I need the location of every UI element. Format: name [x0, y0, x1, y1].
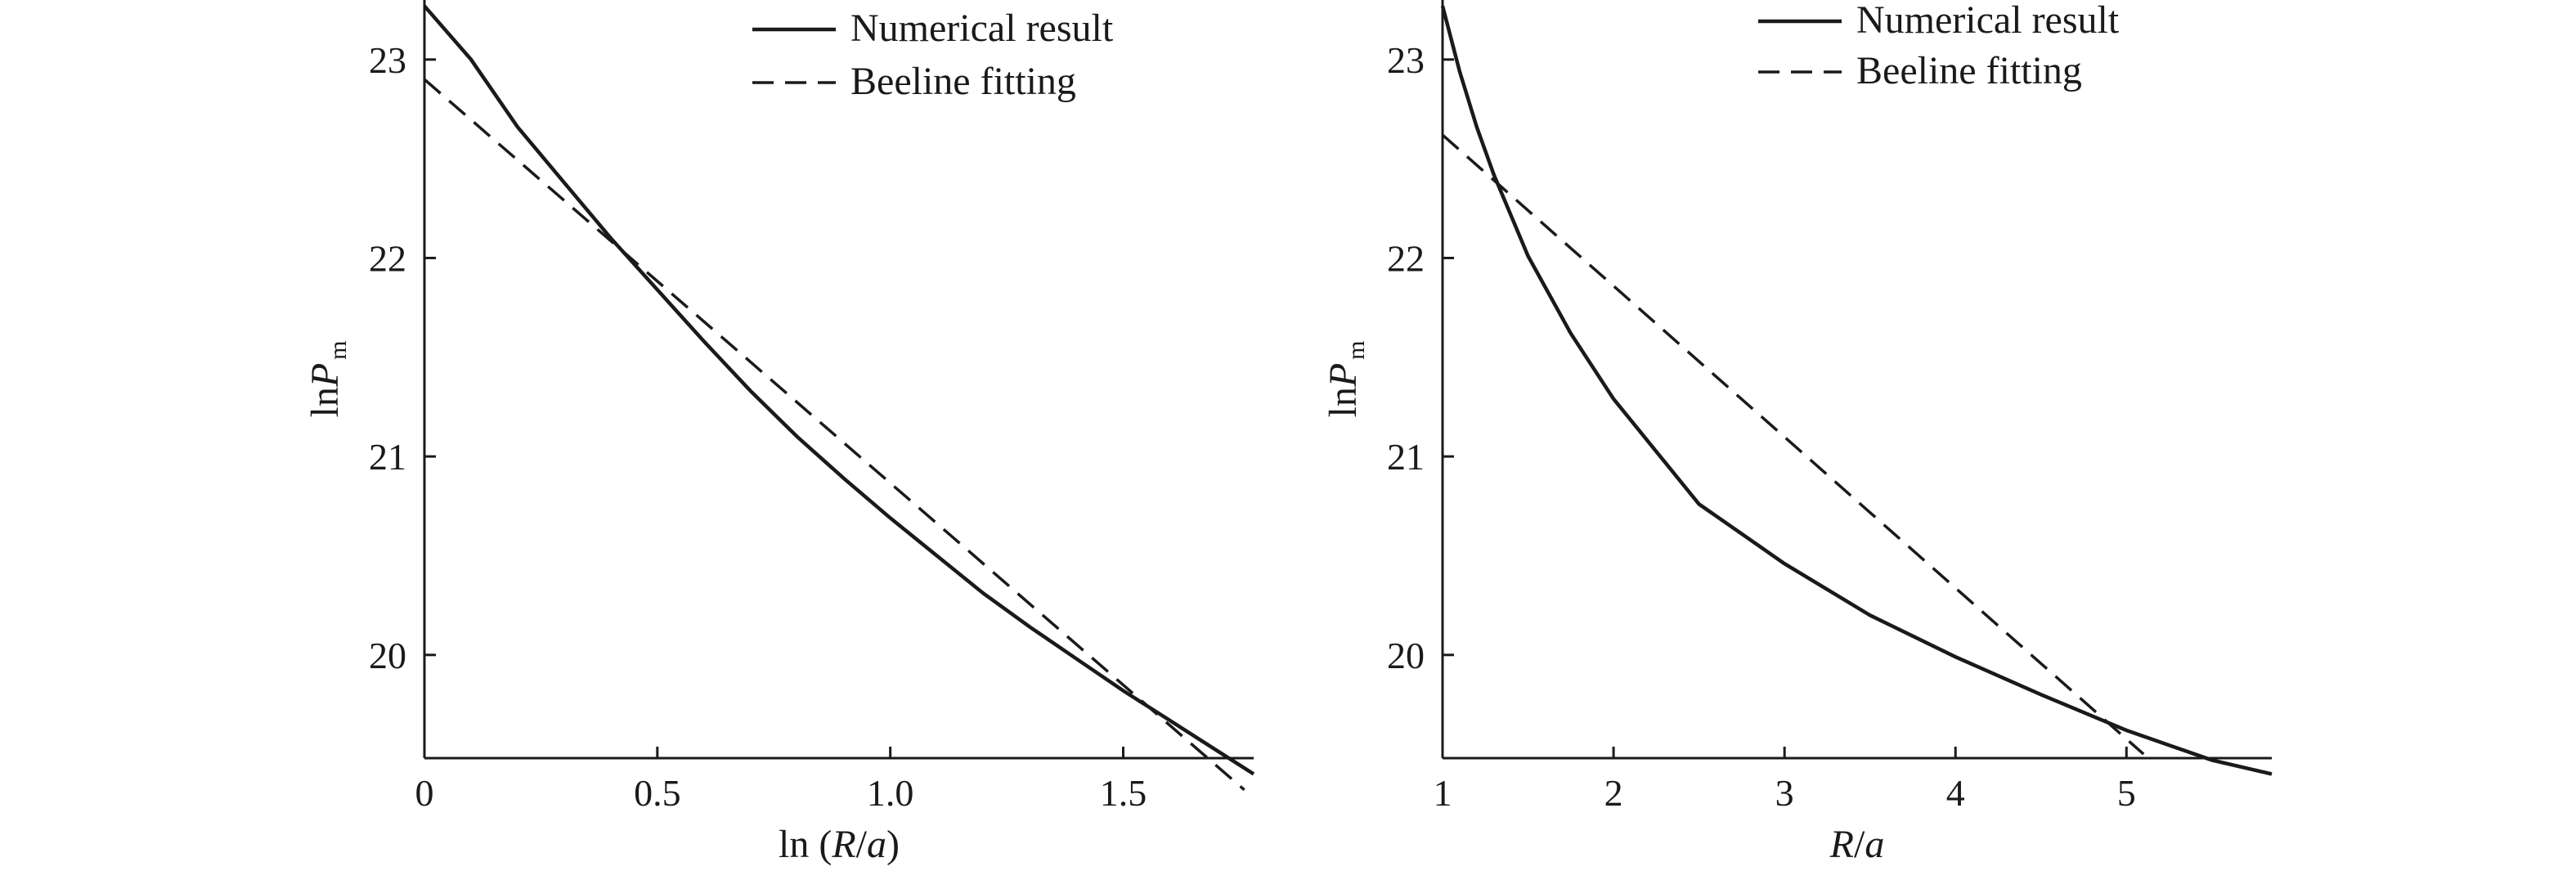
x-tick-label: 3 — [1775, 772, 1794, 814]
beeline-fitting-line — [1441, 133, 2145, 756]
x-tick-label: 0.5 — [634, 772, 681, 814]
x-tick-label: 2 — [1604, 772, 1623, 814]
y-tick-label: 21 — [369, 436, 406, 478]
x-axis-label: ln (R/a) — [779, 823, 900, 866]
y-axis-label: lnPm — [1322, 340, 1370, 417]
y-tick-label: 22 — [1387, 237, 1425, 279]
legend-label: Beeline fitting — [850, 60, 1076, 103]
x-tick-label: 4 — [1946, 772, 1965, 814]
left-panel: 20 21 22 23 0 0.5 1.0 1.5 ln (R/a) lnPm Numerical … — [303, 0, 1255, 866]
y-axis-label: lnPm — [303, 340, 352, 417]
numerical-result-line — [1440, 5, 2273, 776]
y-tick-label: 23 — [1387, 39, 1425, 81]
x-tick-label: 1 — [1434, 772, 1452, 814]
beeline-fitting-line — [423, 78, 1245, 792]
x-axis-label: R/a — [1829, 823, 1885, 866]
y-tick-label: 20 — [1387, 635, 1425, 676]
y-tick-label: 22 — [369, 237, 406, 279]
x-tick-label: 0 — [415, 772, 434, 814]
x-tick-label: 1.5 — [1100, 772, 1147, 814]
legend-label: Numerical result — [850, 7, 1114, 50]
x-tick-label: 1.0 — [867, 772, 914, 814]
legend-label: Beeline fitting — [1856, 49, 2082, 92]
y-tick-label: 21 — [1387, 436, 1425, 478]
x-tick-label: 5 — [2117, 772, 2136, 814]
y-tick-label: 23 — [369, 39, 406, 81]
y-tick-label: 20 — [369, 635, 406, 676]
numerical-result-line — [423, 4, 1255, 776]
legend-label: Numerical result — [1856, 0, 2120, 42]
